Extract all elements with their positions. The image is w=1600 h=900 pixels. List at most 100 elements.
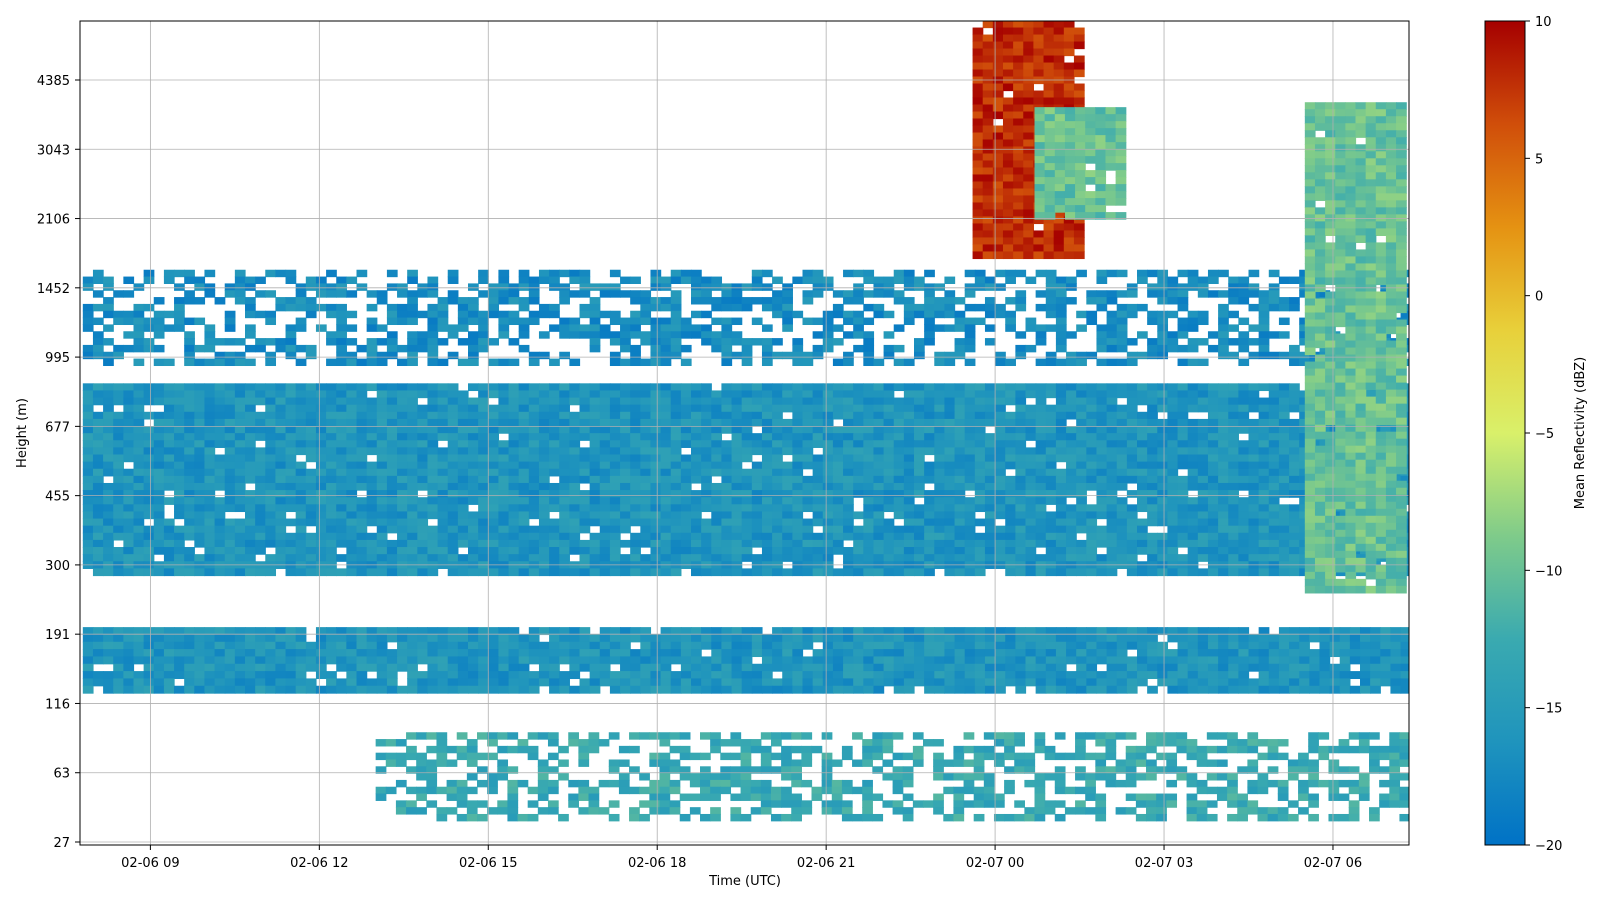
heatmap-cell — [386, 634, 398, 643]
heatmap-cell — [537, 779, 549, 788]
heatmap-cell — [478, 656, 489, 665]
heatmap-cell — [407, 497, 418, 505]
heatmap-cell — [538, 497, 550, 505]
heatmap-cell — [214, 627, 226, 636]
heatmap-cell — [569, 547, 581, 555]
heatmap-cell — [1116, 468, 1128, 477]
heatmap-cell — [478, 490, 489, 498]
heatmap-cell — [285, 433, 297, 441]
heatmap-cell — [741, 433, 753, 441]
heatmap-cell — [741, 532, 753, 541]
heatmap-cell — [315, 418, 327, 427]
heatmap-cell — [863, 663, 875, 672]
heatmap-cell — [437, 663, 449, 672]
heatmap-cell — [751, 678, 763, 687]
heatmap-cell — [650, 671, 662, 680]
heatmap-cell — [853, 390, 864, 399]
heatmap-cell — [346, 504, 358, 513]
heatmap-cell — [1147, 518, 1158, 527]
heatmap-cell — [1014, 766, 1025, 774]
heatmap-cell — [265, 568, 277, 577]
heatmap-cell — [721, 397, 733, 406]
heatmap-cell — [772, 539, 783, 548]
heatmap-cell — [1258, 518, 1270, 527]
heatmap-cell — [549, 663, 560, 672]
heatmap-cell — [660, 568, 672, 577]
heatmap-cell — [1147, 568, 1158, 577]
heatmap-cell — [559, 656, 570, 665]
heatmap-cell — [1096, 568, 1108, 577]
heatmap-cell — [902, 773, 914, 781]
heatmap-cell — [659, 786, 671, 795]
heatmap-cell — [1187, 383, 1199, 392]
heatmap-cell — [882, 759, 894, 767]
heatmap-cell — [1015, 475, 1027, 484]
heatmap-cell — [1125, 779, 1137, 788]
heatmap-cell — [356, 671, 368, 680]
heatmap-cell — [549, 547, 560, 555]
heatmap-cell — [1055, 518, 1067, 527]
heatmap-cell — [1045, 497, 1057, 505]
heatmap-cell — [385, 786, 397, 795]
heatmap-cell — [892, 732, 904, 740]
heatmap-cell — [964, 634, 976, 643]
heatmap-cell — [1267, 752, 1279, 761]
heatmap-cell — [1137, 461, 1148, 470]
heatmap-cell — [508, 532, 520, 541]
heatmap-cell — [1106, 518, 1118, 527]
heatmap-cell — [1197, 461, 1209, 470]
heatmap-cell — [1116, 634, 1128, 643]
heatmap-cell — [1187, 404, 1199, 413]
heatmap-cell — [660, 390, 672, 399]
heatmap-cell — [315, 649, 327, 658]
heatmap-cell — [163, 554, 175, 562]
heatmap-cell — [792, 641, 804, 650]
heatmap-cell — [184, 634, 195, 643]
heatmap-cell — [1025, 468, 1037, 477]
heatmap-cell — [599, 426, 611, 434]
heatmap-cell — [265, 475, 277, 484]
heatmap-cell — [427, 490, 439, 498]
heatmap-cell — [741, 568, 753, 577]
heatmap-cell — [792, 671, 804, 680]
heatmap-cell — [245, 497, 256, 505]
heatmap-cell — [701, 440, 712, 448]
heatmap-cell — [599, 634, 611, 643]
heatmap-cell — [995, 482, 1006, 491]
heatmap-cell — [954, 426, 966, 434]
heatmap-cell — [691, 461, 702, 470]
heatmap-cell — [802, 411, 814, 420]
heatmap-cell — [406, 745, 417, 754]
heatmap-cell — [1299, 433, 1310, 441]
heatmap-cell — [1278, 440, 1290, 448]
heatmap-cell — [498, 678, 510, 687]
heatmap-cell — [497, 745, 509, 754]
heatmap-cell — [559, 532, 570, 541]
heatmap-cell — [993, 759, 1005, 767]
heatmap-cell — [954, 497, 966, 505]
heatmap-cell — [721, 641, 733, 650]
heatmap-cell — [640, 426, 652, 434]
heatmap-cell — [629, 732, 640, 740]
heatmap-cell — [569, 397, 581, 406]
heatmap-cell — [1258, 678, 1270, 687]
heatmap-cell — [1268, 482, 1280, 491]
heatmap-cell — [1308, 759, 1319, 767]
heatmap-cell — [822, 627, 834, 636]
heatmap-cell — [1319, 671, 1331, 680]
heatmap-cell — [397, 454, 408, 463]
heatmap-cell — [478, 418, 489, 427]
heatmap-cell — [265, 433, 277, 441]
heatmap-cell — [426, 759, 438, 767]
heatmap-cell — [346, 525, 358, 534]
heatmap-cell — [194, 440, 206, 448]
heatmap-cell — [478, 504, 489, 513]
heatmap-cell — [245, 433, 256, 441]
heatmap-cell — [1309, 685, 1321, 694]
heatmap-cell — [1076, 418, 1087, 427]
heatmap-cell — [1116, 447, 1128, 456]
heatmap-cell — [944, 426, 956, 434]
heatmap-cell — [1289, 504, 1300, 513]
heatmap-cell — [275, 475, 287, 484]
heatmap-cell — [559, 678, 570, 687]
